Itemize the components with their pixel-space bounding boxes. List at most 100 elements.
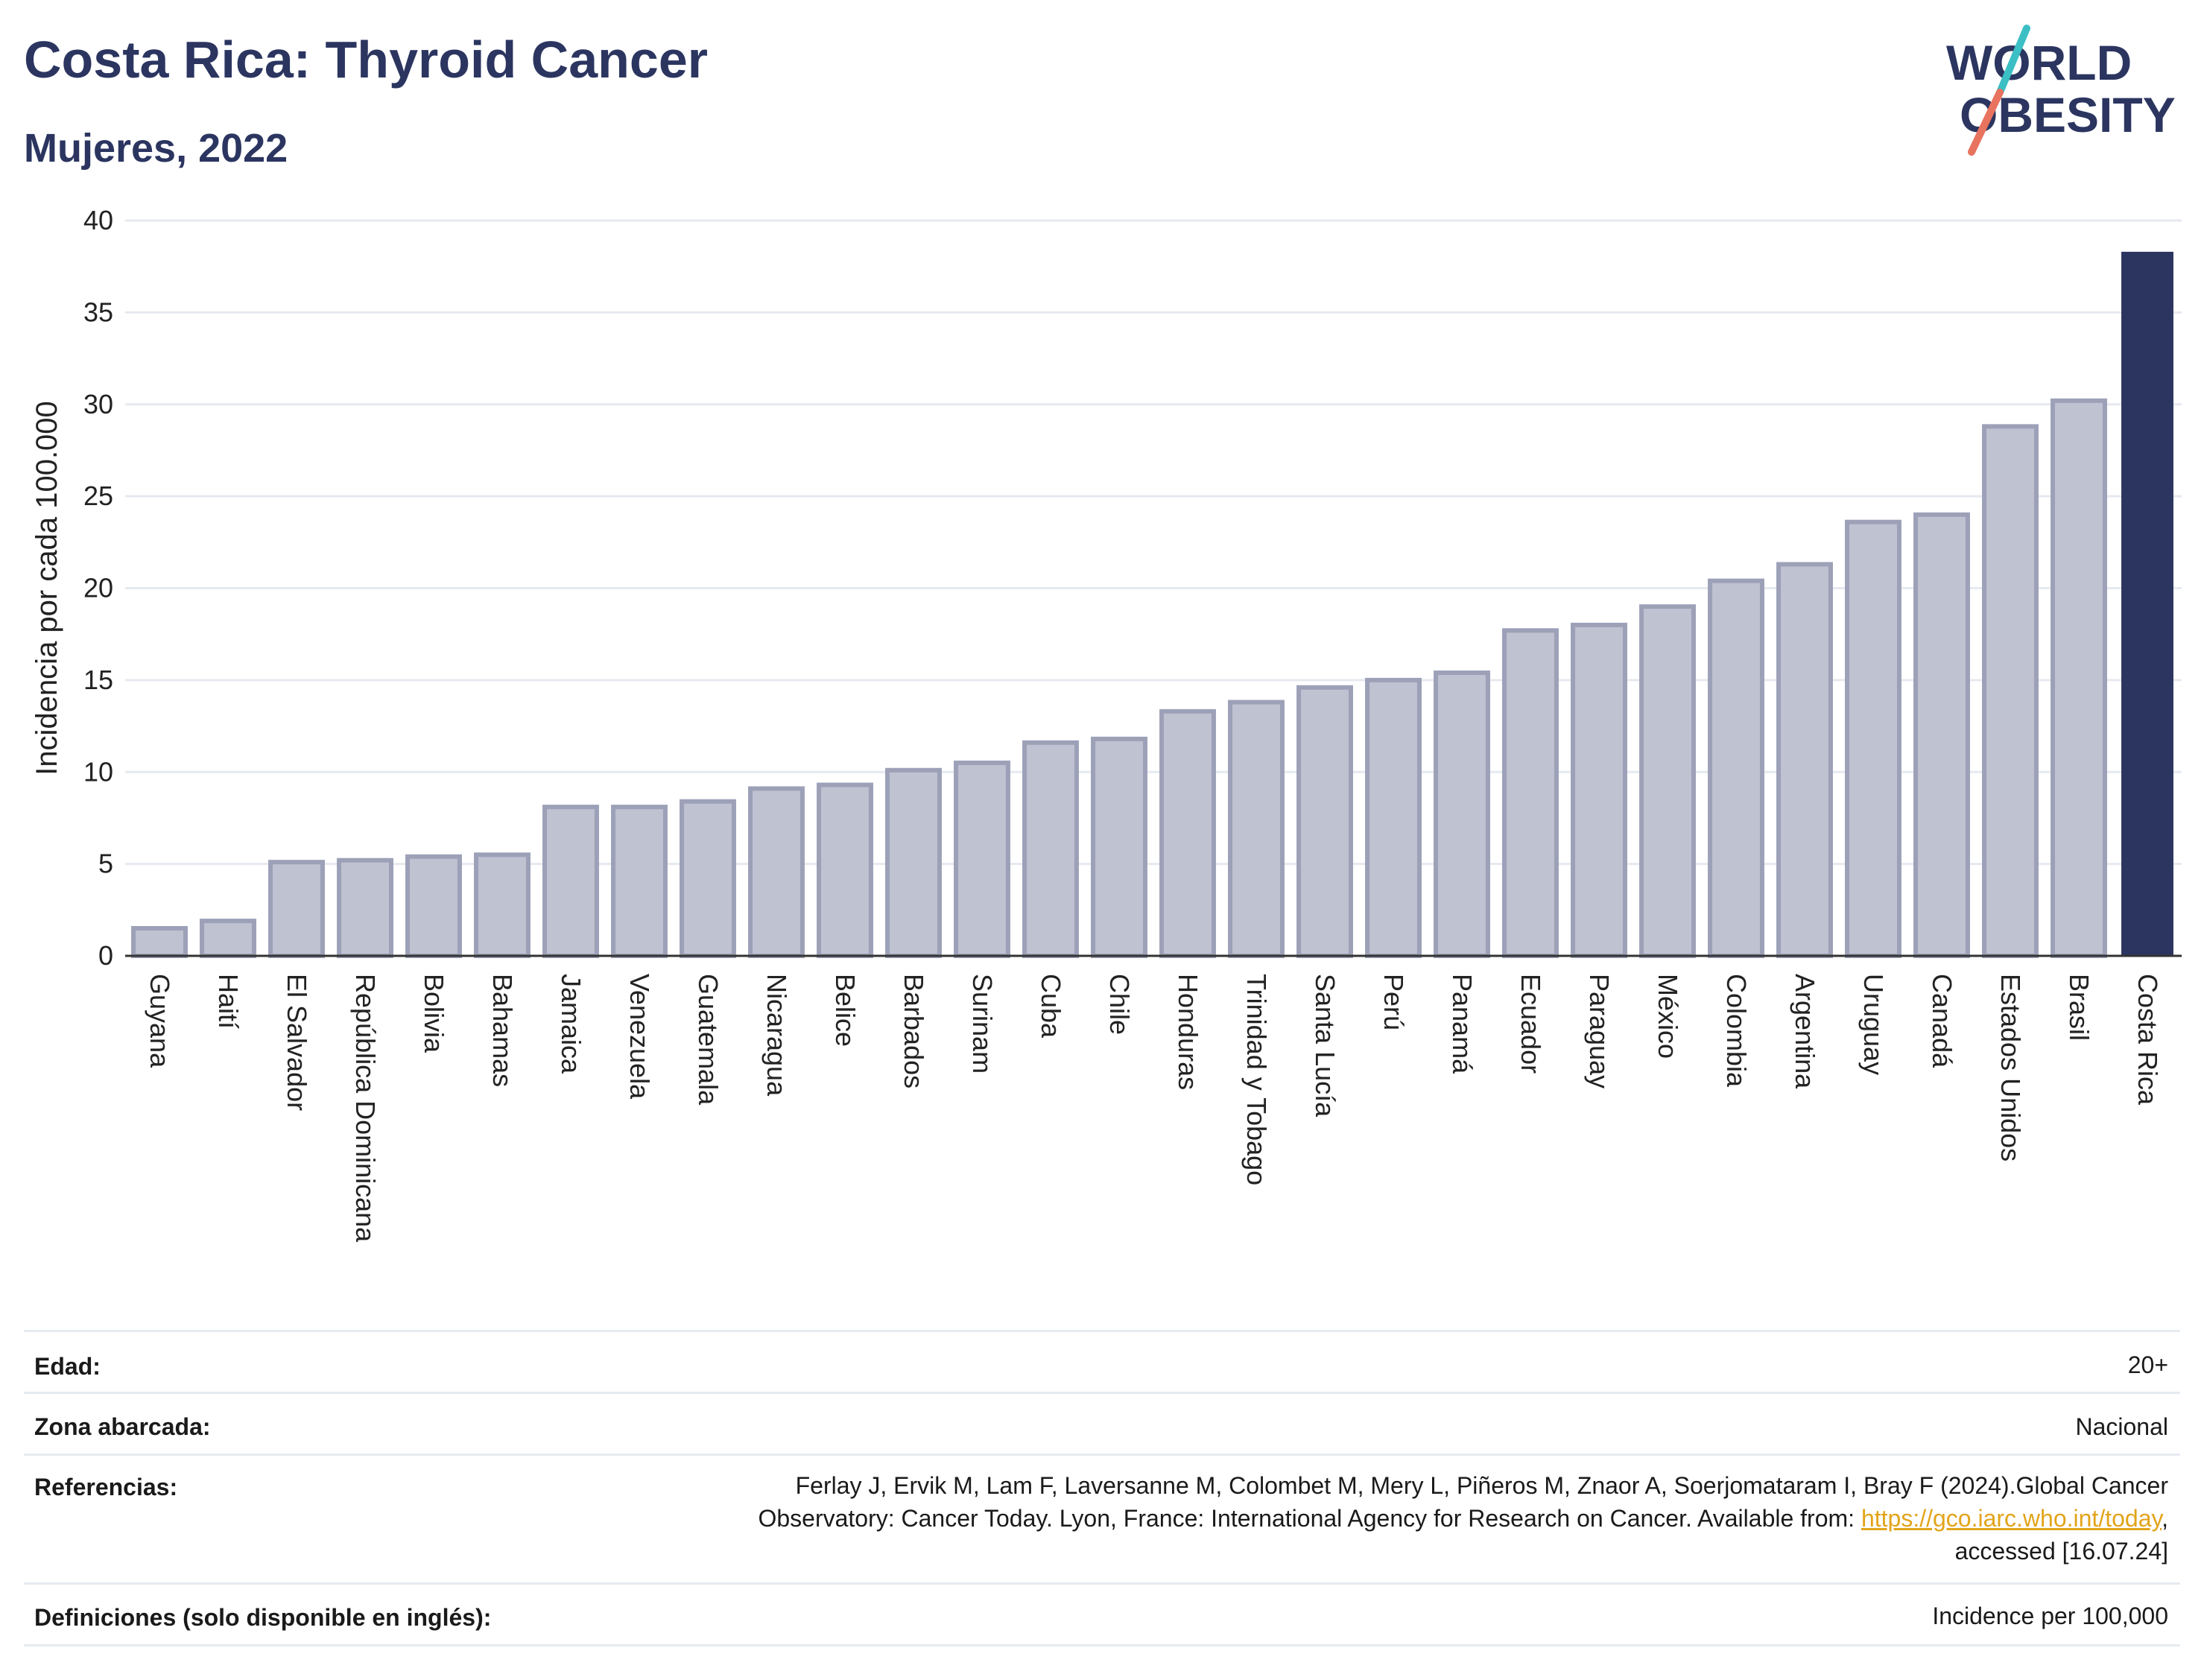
bar-méxico[interactable]	[1639, 604, 1696, 958]
x-tick-label: Honduras	[1173, 974, 1203, 1090]
bar-nicaragua[interactable]	[748, 786, 805, 959]
reference-line-2: Observatory: Cancer Today. Lyon, France:…	[305, 1502, 2168, 1535]
x-tick-label: Nicaragua	[761, 974, 792, 1097]
meta-value-references: Ferlay J, Ervik M, Lam F, Laversanne M, …	[305, 1469, 2168, 1568]
x-tick-label: Santa Lucía	[1310, 974, 1340, 1118]
x-tick-label: Paraguay	[1584, 974, 1615, 1088]
bar-brasil[interactable]	[2051, 398, 2107, 958]
x-tick-label: Ecuador	[1516, 974, 1546, 1074]
meta-value-definitions: Incidence per 100,000	[1932, 1603, 2168, 1629]
bar-surinam[interactable]	[954, 760, 1010, 958]
grid-lines	[125, 219, 2182, 866]
chart-title: Costa Rica: Thyroid Cancer	[24, 31, 708, 89]
meta-row-definitions: Definiciones (solo disponible en inglés)…	[24, 1582, 2180, 1646]
bar-república-dominicana[interactable]	[337, 858, 393, 958]
bar-canadá[interactable]	[1913, 512, 1970, 958]
x-tick-label: Canadá	[1927, 974, 1957, 1068]
logo-text-world: WORLD	[1946, 35, 2132, 90]
x-tick-label: Cuba	[1036, 974, 1066, 1039]
meta-value-age: 20+	[2127, 1351, 2168, 1378]
world-obesity-logo[interactable]: WORLD OBESITY	[1937, 24, 2183, 158]
meta-label-age: Edad:	[34, 1353, 101, 1380]
y-axis-label: Incidencia por cada 100.000	[31, 401, 63, 776]
bar-argentina[interactable]	[1776, 562, 1833, 958]
chart-subtitle: Mujeres, 2022	[24, 126, 288, 171]
bar-honduras[interactable]	[1159, 709, 1216, 958]
bar-bolivia[interactable]	[405, 854, 462, 958]
x-tick-label: Panamá	[1447, 974, 1478, 1074]
x-tick-label: Belice	[830, 974, 861, 1047]
bar-costa-rica[interactable]	[2121, 251, 2173, 956]
bar-uruguay[interactable]	[1845, 519, 1901, 959]
y-tick-label: 30	[83, 389, 113, 419]
bar-cuba[interactable]	[1022, 740, 1079, 959]
bar-perú[interactable]	[1365, 677, 1422, 958]
y-tick-label: 25	[83, 481, 113, 511]
x-tick-label: República Dominicana	[350, 974, 381, 1243]
bar-chile[interactable]	[1091, 736, 1147, 959]
y-tick-label: 10	[83, 756, 113, 787]
reference-link-comma: ,	[2162, 1505, 2168, 1532]
reference-line-2-text: Observatory: Cancer Today. Lyon, France:…	[758, 1505, 1861, 1532]
meta-value-zone: Nacional	[2075, 1413, 2168, 1440]
x-tick-label: Argentina	[1790, 974, 1820, 1089]
x-tick-label: Bolivia	[419, 974, 449, 1053]
bar-santa-lucía[interactable]	[1296, 685, 1353, 958]
y-tick-labels: 0 5 10 15 20 25 30 35 40	[83, 205, 113, 971]
logo-slash-top	[1996, 25, 2030, 96]
y-tick-label: 5	[98, 849, 113, 879]
x-tick-labels: Guyana Haití El Salvador República Dominica…	[145, 974, 2163, 1243]
x-tick-label: Trinidad y Tobago	[1241, 974, 1272, 1185]
x-tick-label: Brasil	[2064, 974, 2094, 1041]
x-tick-label: Perú	[1378, 974, 1409, 1030]
bar-bahamas[interactable]	[474, 852, 531, 958]
meta-label-definitions: Definiciones (solo disponible en inglés)…	[34, 1604, 492, 1631]
bar-barbados[interactable]	[885, 767, 942, 958]
bar-paraguay[interactable]	[1571, 622, 1627, 958]
logo-slash-bottom	[1968, 89, 2004, 156]
reference-link[interactable]: https://gco.iarc.who.int/today	[1861, 1505, 2162, 1532]
meta-row-zone: Zona abarcada: Nacional	[24, 1392, 2180, 1454]
metadata-table: Edad: 20+ Zona abarcada: Nacional Refere…	[24, 1330, 2180, 1646]
bar-jamaica[interactable]	[542, 805, 599, 958]
x-tick-label: Colombia	[1721, 974, 1752, 1088]
bar-guyana[interactable]	[131, 925, 188, 958]
x-tick-label: Jamaica	[556, 974, 586, 1074]
x-tick-label: Guyana	[145, 974, 175, 1068]
meta-row-age: Edad: 20+	[24, 1330, 2180, 1392]
bar-el-salvador[interactable]	[268, 860, 325, 958]
meta-label-references: Referencias:	[34, 1474, 178, 1500]
x-tick-label: Barbados	[899, 974, 929, 1088]
bar-haití[interactable]	[200, 919, 256, 958]
bar-estados-unidos[interactable]	[1982, 424, 2039, 958]
x-tick-label: Costa Rica	[2132, 974, 2163, 1106]
y-tick-label: 20	[83, 573, 113, 603]
bars	[131, 251, 2173, 959]
x-tick-label: Venezuela	[624, 974, 655, 1100]
x-tick-label: Surinam	[967, 974, 998, 1074]
reference-line-3: accessed [16.07.24]	[1954, 1538, 2168, 1565]
meta-row-references: Referencias: Ferlay J, Ervik M, Lam F, L…	[24, 1454, 2180, 1582]
bar-panamá[interactable]	[1434, 671, 1490, 958]
x-tick-label: Uruguay	[1858, 974, 1889, 1075]
bar-chart: 0 5 10 15 20 25 30 35 40 Guyana Haití El Salvador R…	[31, 205, 2182, 1243]
x-tick-label: México	[1653, 974, 1683, 1059]
meta-label-zone: Zona abarcada:	[34, 1413, 211, 1440]
x-tick-label: El Salvador	[282, 974, 312, 1111]
y-tick-label: 15	[83, 665, 113, 695]
bar-venezuela[interactable]	[611, 805, 668, 958]
bar-ecuador[interactable]	[1502, 628, 1559, 958]
x-tick-label: Haití	[213, 974, 244, 1029]
y-tick-label: 40	[83, 205, 113, 235]
x-tick-label: Bahamas	[487, 974, 518, 1087]
bar-trinidad-y-tobago[interactable]	[1228, 700, 1285, 958]
y-tick-label: 35	[83, 297, 113, 327]
bar-colombia[interactable]	[1708, 578, 1764, 958]
x-tick-label: Estados Unidos	[1995, 974, 2026, 1161]
reference-line-1: Ferlay J, Ervik M, Lam F, Laversanne M, …	[795, 1472, 2168, 1499]
x-tick-label: Guatemala	[693, 974, 723, 1106]
bar-belice[interactable]	[817, 782, 873, 959]
y-tick-label: 0	[98, 940, 113, 971]
bar-guatemala[interactable]	[680, 799, 736, 958]
x-tick-label: Chile	[1104, 974, 1135, 1035]
